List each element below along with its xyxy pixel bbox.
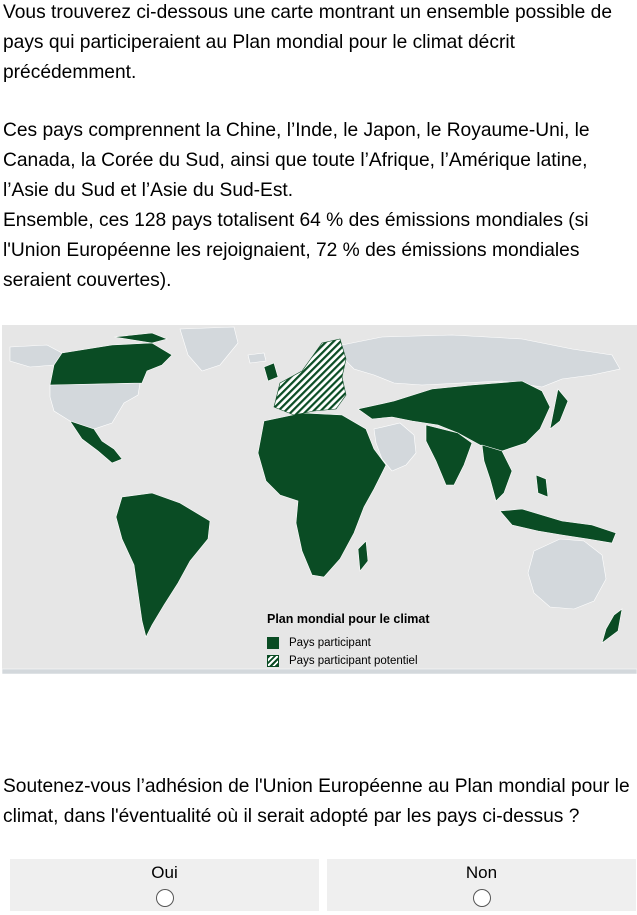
legend-label-participant: Pays participant xyxy=(289,637,371,649)
legend-title: Plan mondial pour le climat xyxy=(267,612,430,626)
participating-countries xyxy=(49,332,623,644)
question-text: Soutenez-vous l’adhésion de l'Union Euro… xyxy=(3,776,630,827)
answer-label-non: Non xyxy=(465,863,498,882)
intro-paragraph-1: Vous trouverez ci-dessous une carte mont… xyxy=(3,2,613,83)
world-map-graphic xyxy=(2,326,637,674)
potential-participating-countries xyxy=(273,338,347,416)
legend-label-potential: Pays participant potentiel xyxy=(289,655,418,667)
radio-oui[interactable] xyxy=(155,889,174,907)
legend-swatch-hatched xyxy=(267,655,279,667)
answer-label-oui: Oui xyxy=(151,863,178,882)
intro-paragraph-2: Ces pays comprennent la Chine, l’Inde, l… xyxy=(3,120,590,201)
answer-option-oui[interactable]: Oui xyxy=(10,859,319,911)
intro-paragraph-3: Ensemble, ces 128 pays totalisent 64 % d… xyxy=(3,210,589,291)
non-participating-countries xyxy=(2,326,637,674)
world-map: Plan mondial pour le climat Pays partici… xyxy=(2,325,637,674)
legend-item-potential: Pays participant potentiel xyxy=(267,655,418,667)
answer-option-non[interactable]: Non xyxy=(327,859,636,911)
legend-swatch-solid xyxy=(267,637,279,649)
legend-item-participant: Pays participant xyxy=(267,637,371,649)
radio-non[interactable] xyxy=(472,889,491,907)
